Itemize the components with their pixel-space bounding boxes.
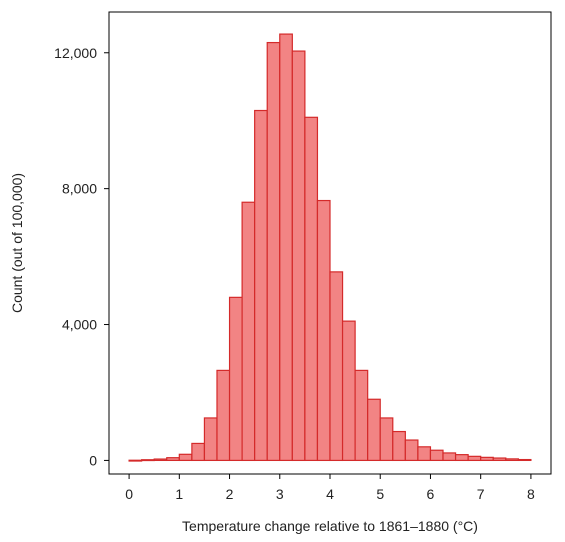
histogram-bar [442,452,457,462]
histogram-bar [291,50,306,462]
histogram-bar [480,456,494,462]
y-axis-title: Count (out of 100,000) [9,173,25,313]
x-tick-label: 8 [527,486,535,502]
histogram-bar [341,320,356,462]
histogram-bar [228,296,243,462]
histogram-bar [266,41,281,462]
x-tick-label: 4 [326,486,334,502]
x-tick-label: 2 [226,486,234,502]
x-axis-ticks: 0 1 2 3 4 5 6 7 8 [125,474,535,502]
x-tick-label: 6 [427,486,435,502]
histogram-bar [153,458,168,462]
y-axis-ticks: 0 4,000 8,000 12,000 [54,45,109,468]
histogram-bar [279,33,293,462]
histogram-bar [241,201,256,462]
y-tick-label: 0 [89,452,97,468]
histogram-bar [166,457,180,462]
x-tick-label: 3 [276,486,284,502]
x-tick-label: 1 [175,486,183,502]
histogram-bar [505,458,519,462]
x-axis-title: Temperature change relative to 1861–1880… [182,518,478,534]
histogram-bar [203,417,218,462]
histogram-bar [316,199,331,462]
histogram-bar [128,459,143,462]
histogram-bar [354,369,369,462]
histogram-bar [454,454,469,462]
histogram-bar [467,455,482,462]
histogram-bar [492,457,507,462]
y-tick-label: 12,000 [54,45,97,61]
histogram-bar [379,417,394,462]
histogram-bar [517,458,532,462]
histogram-bar [191,442,206,462]
histogram-bar [216,369,231,462]
histogram-bar [304,116,319,462]
histogram-bar [178,453,193,462]
y-tick-label: 4,000 [62,317,97,333]
histogram-bar [417,446,432,462]
histogram-bar [367,398,381,462]
x-tick-label: 0 [125,486,133,502]
histogram-bar [429,449,444,462]
histogram-bar [392,430,406,462]
x-tick-label: 7 [477,486,485,502]
histogram-bar [254,109,268,462]
histogram-bar [329,271,344,462]
histogram-bar [404,439,419,462]
histogram-bar [141,459,155,462]
y-tick-label: 8,000 [62,181,97,197]
histogram-bars [128,33,532,462]
x-tick-label: 5 [376,486,384,502]
